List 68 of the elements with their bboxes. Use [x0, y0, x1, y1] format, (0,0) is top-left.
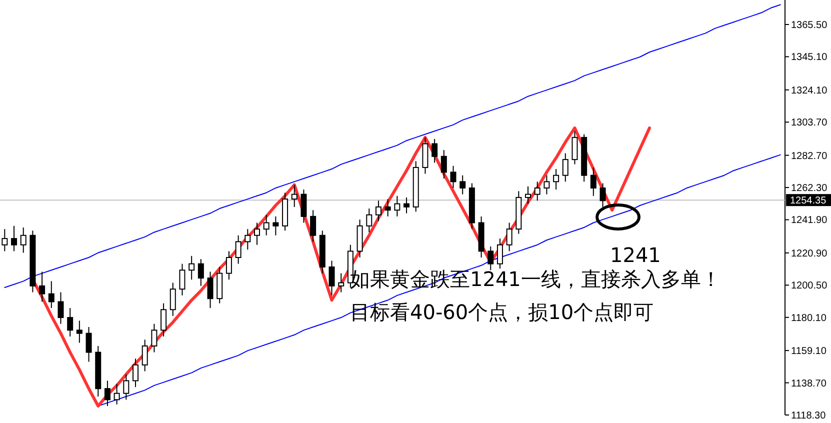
candlestick — [235, 234, 242, 264]
candlestick — [58, 292, 64, 324]
candlestick — [179, 263, 186, 296]
candlestick — [272, 216, 279, 236]
candlestick — [450, 165, 456, 188]
candlestick — [226, 250, 232, 280]
candlestick — [207, 271, 214, 309]
candlestick — [384, 198, 391, 217]
candlestick — [366, 208, 372, 233]
candlestick — [263, 214, 270, 236]
y-tick-label: 1118.30 — [791, 410, 826, 422]
candlestick — [432, 138, 438, 164]
candlestick — [488, 246, 494, 271]
y-tick-label: 1262.30 — [791, 183, 828, 194]
candlestick — [460, 174, 466, 195]
y-tick-label: 1345.10 — [791, 52, 828, 64]
candlestick — [328, 260, 335, 296]
candlestick — [142, 339, 148, 372]
candlestick — [375, 200, 382, 222]
candlestick — [291, 184, 298, 208]
y-tick-label: 1324.10 — [791, 85, 828, 96]
candlestick — [86, 326, 92, 362]
candlestick — [2, 228, 8, 252]
candlestick — [20, 226, 26, 254]
candlestick — [590, 166, 596, 196]
candlestick — [310, 210, 316, 242]
candlestick — [525, 186, 532, 204]
candlestick — [254, 222, 260, 246]
candlestick — [300, 189, 307, 224]
y-tick-label: 1180.10 — [791, 312, 827, 324]
candlestick — [39, 271, 46, 302]
candlestick — [76, 320, 82, 344]
candlestick — [123, 374, 130, 400]
y-tick-label: 1159.10 — [791, 346, 827, 358]
y-tick-label: 1220.90 — [791, 248, 828, 260]
candlestick — [338, 272, 344, 293]
candlestick — [188, 255, 195, 280]
candlestick — [198, 258, 204, 286]
candlestick — [151, 323, 158, 353]
candlestick — [534, 181, 540, 202]
ref-line-label: 1254.35 — [790, 196, 827, 207]
candlestick — [160, 302, 167, 337]
candlestick — [553, 168, 560, 190]
candlestick — [562, 152, 568, 182]
candlestick — [600, 182, 606, 208]
annotation: 1241 — [610, 243, 661, 267]
y-tick-label: 1241.90 — [791, 215, 828, 226]
candlestick — [422, 136, 428, 174]
candlestick — [244, 228, 251, 250]
candlestick — [506, 222, 512, 252]
candlestick — [544, 174, 550, 195]
candlestick — [11, 225, 18, 252]
candlestick — [104, 380, 110, 406]
candlestick — [496, 238, 503, 270]
candlestick — [572, 130, 578, 165]
candlestick — [440, 150, 447, 180]
candlestick — [170, 282, 176, 316]
candlestick — [114, 383, 120, 405]
candlestick — [404, 196, 410, 214]
candlestick — [394, 195, 400, 217]
candlestick — [67, 308, 74, 337]
y-tick-label: 1138.70 — [791, 378, 827, 390]
y-tick-label: 1282.70 — [791, 150, 828, 162]
y-tick-label: 1200.50 — [791, 280, 828, 292]
y-tick-label: 1365.50 — [791, 20, 828, 31]
y-tick-label: 1303.70 — [791, 118, 828, 129]
candlestick — [132, 358, 139, 388]
candlestick — [48, 280, 54, 309]
